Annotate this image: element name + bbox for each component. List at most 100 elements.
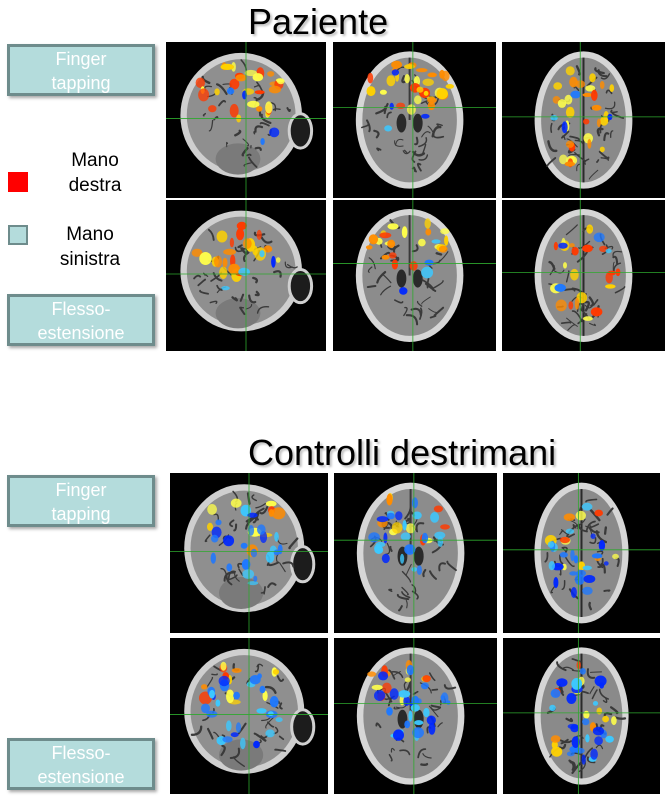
activation-blob [599, 81, 605, 89]
sulcus-line [229, 747, 241, 760]
sulcus-line [387, 245, 396, 251]
activation-blob [398, 690, 411, 698]
sulcus-line [566, 317, 578, 327]
activation-blob [250, 548, 258, 558]
activation-blob [254, 90, 265, 95]
sulcus-line [604, 101, 616, 110]
activation-blob [379, 89, 387, 95]
sulcus-line [596, 159, 600, 163]
sulcus-line [246, 153, 252, 157]
sulcus-line [435, 252, 443, 256]
sulcus-line [416, 300, 423, 307]
sulcus-line [446, 560, 457, 572]
legend-swatch-left-hand [8, 225, 28, 245]
activation-blob [235, 722, 242, 733]
sulcus-line [600, 73, 611, 80]
sulcus-line [242, 251, 250, 262]
sulcus-line [373, 129, 380, 139]
sulcus-line [366, 285, 377, 289]
mri-patient-flesso-estensione-coronal [333, 200, 496, 351]
activation-blob [590, 748, 598, 760]
activation-blob [416, 565, 422, 575]
activation-blob [591, 553, 603, 559]
activation-blob [596, 118, 601, 128]
legend-left-line1: Mano [66, 224, 114, 245]
activation-blob [591, 104, 602, 111]
activation-blob [389, 102, 394, 110]
activation-blob [427, 72, 437, 78]
activation-blob [387, 223, 399, 230]
sulcus-line [361, 124, 369, 129]
activation-blob [416, 86, 424, 93]
task-label-line2: tapping [51, 504, 111, 524]
activation-blob [267, 71, 275, 77]
sulcus-line [226, 141, 229, 148]
activation-blob [405, 523, 416, 534]
sulcus-line [216, 284, 223, 291]
activation-blob [386, 75, 396, 87]
sulcus-line [240, 247, 247, 255]
activation-blob [368, 532, 380, 543]
activation-blob [201, 703, 210, 714]
sulcus-line [565, 556, 575, 568]
activation-blob [599, 146, 605, 153]
activation-blob [274, 531, 279, 542]
sulcus-line [367, 266, 373, 273]
activation-blob [386, 493, 393, 506]
sulcus-line [193, 274, 202, 280]
activation-blob [228, 263, 241, 275]
activation-blob [431, 239, 441, 244]
activation-blob [191, 248, 203, 257]
sulcus-line [390, 747, 395, 753]
activation-blob [605, 735, 614, 743]
sulcus-line [197, 278, 207, 287]
sulcus-line [589, 508, 601, 522]
activation-blob [594, 509, 603, 517]
activation-blob [612, 553, 619, 560]
sulcus-line [597, 557, 604, 568]
activation-blob [411, 497, 418, 509]
sulcus-line [585, 498, 598, 503]
sulcus-line [265, 717, 274, 729]
sulcus-line [260, 734, 269, 739]
activation-blob [406, 104, 416, 115]
sulcus-line [402, 150, 411, 155]
activation-blob [587, 139, 592, 149]
activation-blob [219, 266, 228, 279]
activation-blob [602, 715, 609, 723]
mri-controls-finger-tapping-sagittal [170, 473, 328, 633]
activation-blob [391, 259, 398, 270]
activation-blob [223, 535, 235, 547]
sulcus-line [260, 113, 272, 124]
activation-blob [564, 161, 575, 167]
activation-blob [559, 536, 570, 544]
sulcus-line [603, 526, 608, 535]
activation-blob [256, 106, 263, 112]
activation-blob [396, 102, 406, 109]
activation-blob [583, 710, 590, 719]
activation-blob [557, 99, 567, 108]
activation-blob [579, 668, 586, 675]
activation-blob [260, 138, 265, 145]
sulcus-line [398, 605, 403, 612]
brain-scan-sag [166, 42, 326, 198]
sulcus-line [401, 570, 412, 583]
activation-blob [215, 519, 222, 526]
activation-blob [571, 736, 580, 748]
sulcus-line [218, 99, 227, 107]
activation-blob [233, 691, 240, 700]
sulcus-line [206, 727, 214, 740]
task-box-flesso-estensione-patient: Flesso- estensione [7, 294, 155, 346]
sulcus-line [544, 552, 549, 563]
sulcus-line [399, 749, 411, 756]
activation-blob [269, 127, 280, 138]
sulcus-line [565, 270, 570, 283]
activation-blob [381, 254, 390, 260]
activation-blob [581, 502, 593, 511]
activation-blob [383, 532, 388, 544]
activation-blob [581, 754, 586, 765]
activation-blob [603, 111, 609, 122]
sulcus-line [273, 726, 279, 735]
sulcus-line [597, 69, 608, 78]
sulcus-line [612, 255, 619, 265]
